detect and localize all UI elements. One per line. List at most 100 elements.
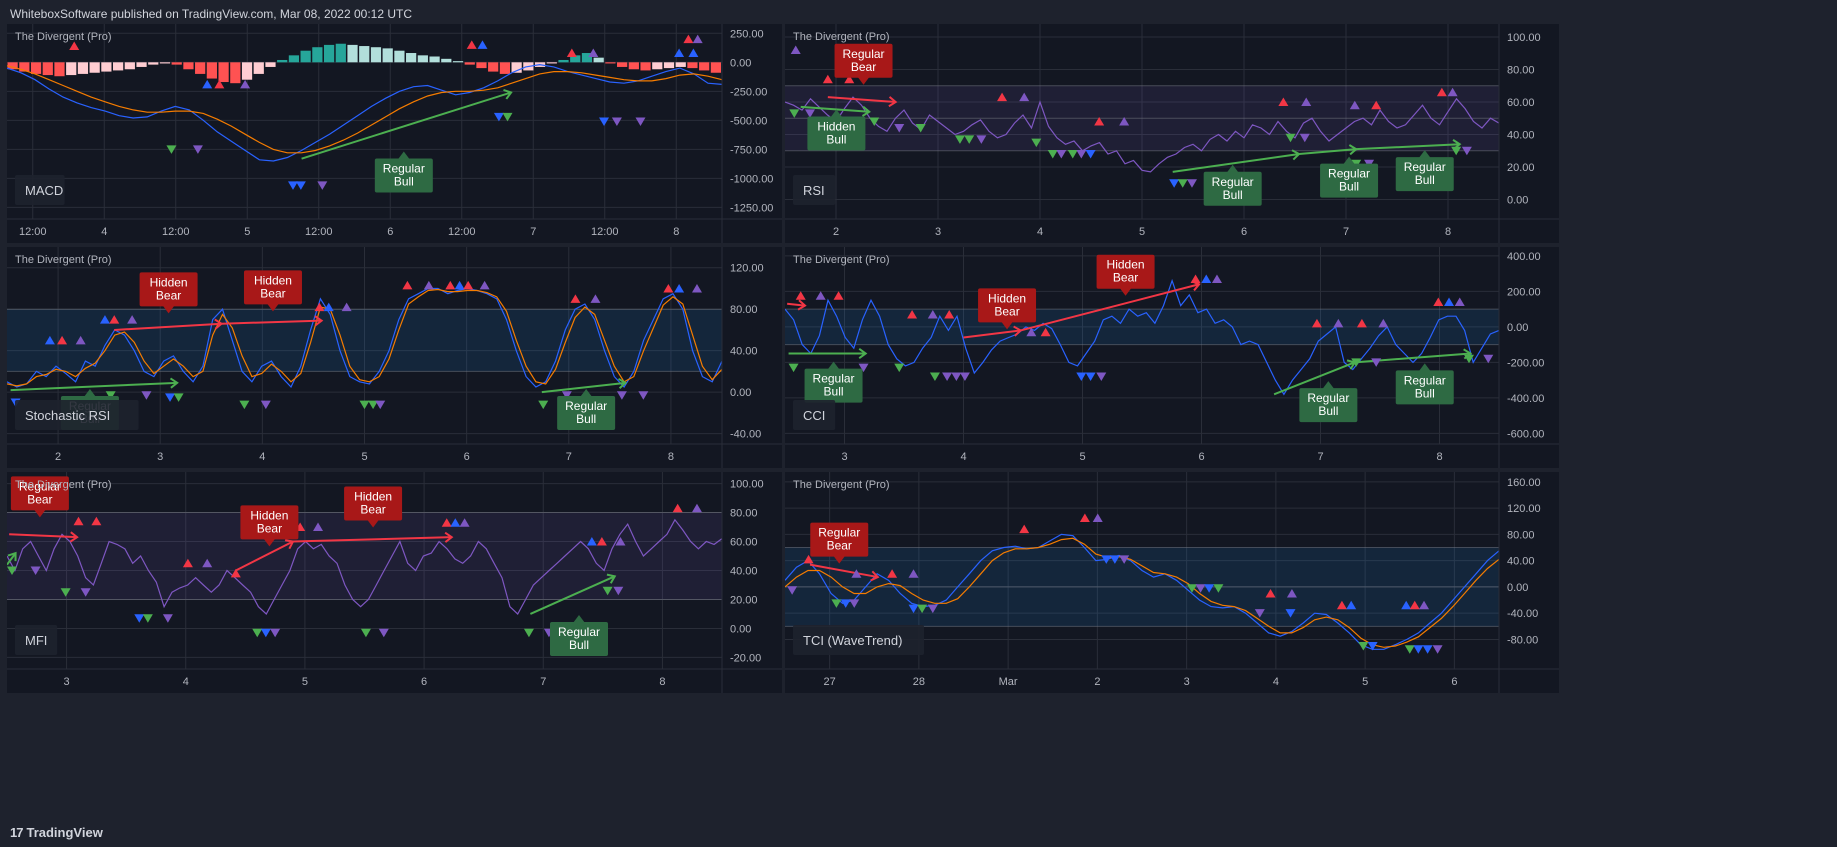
y-tick-label: 160.00 <box>1507 477 1541 489</box>
histogram-bar <box>42 62 53 76</box>
y-tick-label: -20.00 <box>730 652 761 664</box>
histogram-bar <box>464 62 475 65</box>
label-text: Bull <box>394 175 414 189</box>
label-text: Bear <box>260 286 285 300</box>
panel-rsi: Regular Bear Hidden Bull Regular Bull Regular B… <box>785 24 1559 243</box>
signal-down-icon <box>894 363 905 373</box>
signal-down-icon <box>1195 584 1206 593</box>
signal-up-icon <box>341 302 352 312</box>
signal-up-icon <box>1019 92 1030 102</box>
signal-down-icon <box>638 391 649 400</box>
label-text: Bear <box>27 492 52 506</box>
pane-label-text: CCI <box>803 408 825 423</box>
y-tick-label: 80.00 <box>1507 529 1535 541</box>
signal-down-icon <box>1451 146 1462 156</box>
histogram-bar <box>54 62 65 77</box>
signal-up-icon <box>887 569 898 578</box>
signal-down-icon <box>360 628 371 638</box>
divergence-arrowhead <box>870 570 880 582</box>
pane-label: CCI <box>793 400 836 430</box>
signal-up-icon <box>908 569 919 578</box>
signal-up-icon <box>454 280 465 290</box>
signal-down-icon <box>611 117 622 126</box>
signal-down-icon <box>942 372 953 382</box>
histogram-bar <box>66 62 77 76</box>
x-tick-label: 8 <box>673 226 679 238</box>
series-line <box>7 63 723 162</box>
chart-cci[interactable]: RegularBullHiddenBearHiddenBearRegularBu… <box>785 247 1559 468</box>
panel-cci: Regular Bull Hidden Bear Hidden Bear Regular Bu… <box>785 247 1559 468</box>
chart-stochastic-rsi[interactable]: HiddenBearHiddenBearRegularBullRegularBu… <box>7 247 782 468</box>
signal-up-icon <box>688 48 699 58</box>
signal-up-icon <box>1356 318 1367 328</box>
signal-up-icon <box>1333 318 1344 328</box>
signal-down-icon <box>951 372 962 382</box>
histogram-bar <box>253 62 264 74</box>
x-tick-label: Mar <box>999 676 1018 688</box>
x-tick-label: 6 <box>1241 226 1247 238</box>
histogram-bar <box>288 55 300 63</box>
histogram-bar <box>347 44 358 63</box>
signal-down-icon <box>368 400 379 410</box>
signal-down-icon <box>523 628 534 638</box>
signal-up-icon <box>1447 87 1458 97</box>
signal-down-icon <box>1119 555 1130 564</box>
y-tick-label: 0.00 <box>730 57 751 69</box>
tradingview-brand[interactable]: 17 TradingView <box>10 822 103 842</box>
histogram-bar <box>558 59 569 63</box>
signal-down-icon <box>359 400 370 410</box>
signal-down-icon <box>849 599 860 608</box>
bull-divergence-line <box>10 381 178 392</box>
y-tick-label: -1250.00 <box>730 202 773 214</box>
histogram-bar <box>370 47 382 63</box>
histogram-bar <box>89 62 100 73</box>
histogram-bar <box>206 62 217 79</box>
histogram-bar <box>7 62 18 70</box>
histogram-bar <box>699 62 710 71</box>
pane-label-text: TCI (WaveTrend) <box>803 633 902 648</box>
signal-down-icon <box>1483 354 1494 364</box>
bull-divergence-line <box>301 91 512 160</box>
signal-down-icon <box>1464 354 1475 364</box>
pane-label-text: RSI <box>803 183 825 198</box>
histogram-bar <box>230 62 241 84</box>
signal-up-icon <box>1433 297 1444 307</box>
signal-up-icon <box>450 518 461 527</box>
indicator-title: The Divergent (Pro) <box>15 254 112 266</box>
signal-down-icon <box>80 588 91 597</box>
label-text: Regular <box>565 399 607 413</box>
chart-rsi[interactable]: RegularBearHiddenBullRegularBullRegularB… <box>785 24 1559 243</box>
y-tick-label: 40.00 <box>1507 130 1535 142</box>
y-tick-label: 20.00 <box>1507 162 1535 174</box>
histogram-bar <box>570 55 581 63</box>
label-text: Bear <box>827 539 852 553</box>
chart-mfi[interactable]: RegularBearHiddenBearHiddenBearRegularBu… <box>7 472 782 693</box>
histogram-bar <box>546 62 557 64</box>
signal-up-icon <box>323 302 334 312</box>
signal-up-icon <box>1190 274 1201 283</box>
signal-up-icon <box>795 291 806 300</box>
label-text: Bull <box>826 133 846 147</box>
label-text: Hidden <box>988 291 1026 305</box>
signal-down-icon <box>252 628 263 638</box>
signal-down-icon <box>1432 645 1443 654</box>
publisher-text: WhiteboxSoftware published on TradingVie… <box>10 7 412 21</box>
signal-down-icon <box>105 391 116 400</box>
signal-up-icon <box>1040 327 1051 337</box>
histogram-bar <box>476 62 487 69</box>
signal-down-icon <box>1101 555 1112 564</box>
label-text: Hidden <box>250 508 288 522</box>
label-text: Bear <box>1113 271 1138 285</box>
x-tick-label: 6 <box>387 226 393 238</box>
signal-down-icon <box>1047 150 1058 159</box>
x-tick-label: 3 <box>1184 676 1190 688</box>
label-text: Bull <box>1223 188 1243 202</box>
signal-down-icon <box>917 604 928 614</box>
